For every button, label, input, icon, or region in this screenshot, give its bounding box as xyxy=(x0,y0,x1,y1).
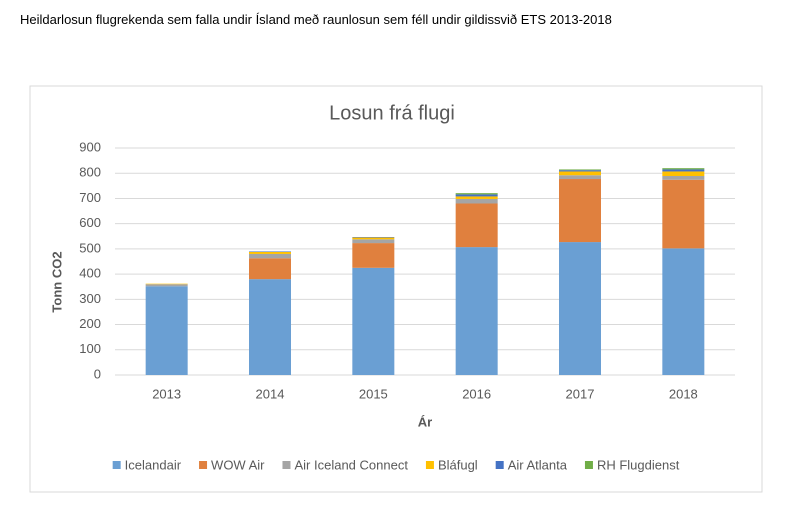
bar-segment xyxy=(455,198,498,204)
y-tick-label: 300 xyxy=(79,291,101,306)
bar-segment xyxy=(249,253,291,259)
heading: Heildarlosun flugrekenda sem falla undir… xyxy=(20,12,612,27)
y-tick-label: 600 xyxy=(79,215,101,230)
y-tick-label: 500 xyxy=(79,240,101,255)
bar-segment xyxy=(249,251,291,254)
y-tick-label: 200 xyxy=(79,316,101,331)
y-tick-label: 400 xyxy=(79,266,101,281)
bar-segment xyxy=(662,168,705,170)
legend-swatch xyxy=(495,461,504,469)
legend-label: Air Atlanta xyxy=(508,457,568,472)
legend-swatch xyxy=(282,461,291,469)
bar-segment xyxy=(559,169,601,171)
legend-swatch xyxy=(199,461,208,469)
bar-segment xyxy=(559,171,601,176)
legend-label: RH Flugdienst xyxy=(597,457,680,472)
bar-segment xyxy=(455,247,498,375)
legend-label: WOW Air xyxy=(211,457,265,472)
legend-label: Icelandair xyxy=(125,457,182,472)
bar-segment xyxy=(455,203,498,248)
bar-segment xyxy=(352,237,395,240)
bar-segment xyxy=(249,258,291,280)
y-tick-label: 100 xyxy=(79,341,101,356)
x-tick-label: 2017 xyxy=(566,386,595,401)
legend-swatch xyxy=(425,461,434,469)
y-tick-label: 0 xyxy=(94,366,101,381)
bar-segment xyxy=(662,248,705,375)
bar-segment xyxy=(662,179,705,249)
chart-title: Losun frá flugi xyxy=(329,102,455,124)
bar-segment xyxy=(145,284,188,287)
bar-segment xyxy=(455,193,498,195)
x-tick-label: 2016 xyxy=(462,386,491,401)
legend-swatch xyxy=(112,461,121,469)
bar-segment xyxy=(145,283,188,285)
bar-segment xyxy=(352,243,395,268)
legend-swatch xyxy=(584,461,593,469)
bar-segment xyxy=(455,194,498,197)
bar-segment xyxy=(662,171,705,176)
y-tick-label: 900 xyxy=(79,139,101,154)
legend-label: Air Iceland Connect xyxy=(294,457,408,472)
bar-segment xyxy=(559,170,601,172)
x-tick-label: 2013 xyxy=(152,386,181,401)
bar-segment xyxy=(145,286,188,375)
bar-segment xyxy=(559,179,601,243)
bar-segment xyxy=(249,251,291,252)
x-tick-label: 2014 xyxy=(256,386,285,401)
bar-segment xyxy=(662,169,705,172)
x-tick-label: 2018 xyxy=(669,386,698,401)
chart-border xyxy=(29,85,763,493)
y-axis-label: Tonn CO2 xyxy=(49,251,64,312)
bar-segment xyxy=(352,237,395,238)
legend-label: Bláfugl xyxy=(438,457,478,472)
bar-segment xyxy=(455,196,498,199)
x-tick-label: 2015 xyxy=(359,386,388,401)
bar-segment xyxy=(662,175,705,180)
y-tick-label: 800 xyxy=(79,165,101,180)
bar-segment xyxy=(352,239,395,244)
x-axis-label: Ár xyxy=(418,414,432,429)
y-tick-label: 700 xyxy=(79,190,101,205)
bar-segment xyxy=(352,267,395,375)
bar-segment xyxy=(559,175,601,180)
bar-segment xyxy=(249,279,291,375)
bar-segment xyxy=(559,242,601,375)
